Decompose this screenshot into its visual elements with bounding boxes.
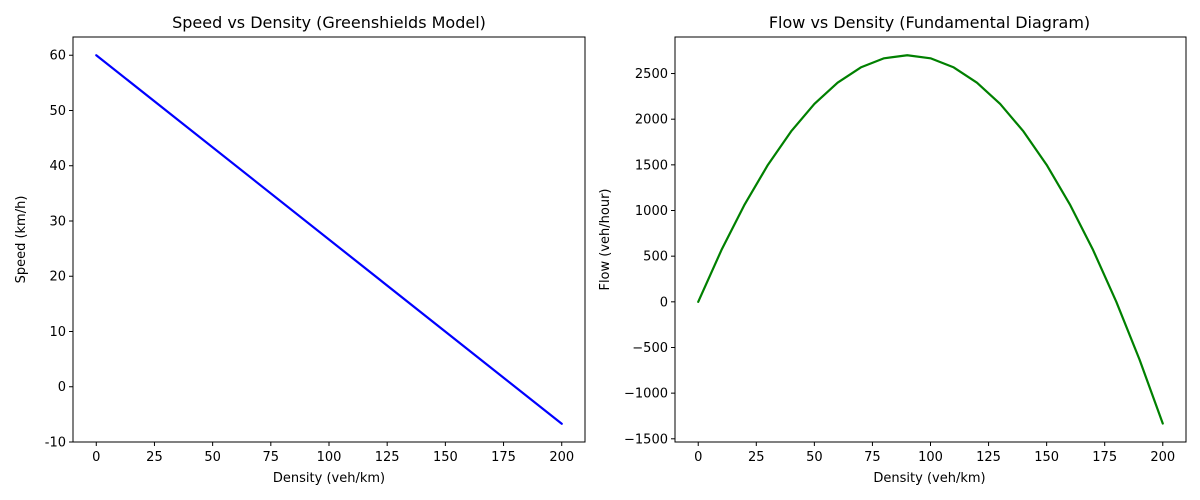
y-tick-label: 40 xyxy=(49,159,66,174)
plot-frame xyxy=(72,36,586,443)
y-tick-label: 2000 xyxy=(635,113,668,128)
y-tick-label: 500 xyxy=(643,250,668,265)
y-tick-label: 10 xyxy=(49,325,66,340)
y-tick-label: −500 xyxy=(632,341,668,356)
x-tick-label: 150 xyxy=(433,450,458,465)
y-tick-label: 50 xyxy=(49,104,66,119)
x-tick-label: 75 xyxy=(864,450,881,465)
x-tick-label: 75 xyxy=(263,450,280,465)
y-tick-label: 0 xyxy=(660,295,668,310)
x-tick-label: 200 xyxy=(1150,450,1175,465)
x-tick-label: 125 xyxy=(375,450,400,465)
y-axis-label: Flow (veh/hour) xyxy=(598,188,613,290)
x-tick-label: 150 xyxy=(1034,450,1059,465)
x-tick-label: 100 xyxy=(918,450,943,465)
y-tick-label: 60 xyxy=(49,49,66,64)
plot-frame xyxy=(674,36,1187,443)
chart-title: Speed vs Density (Greenshields Model) xyxy=(172,13,486,32)
x-tick-label: 125 xyxy=(976,450,1001,465)
speed-density-chart: Speed vs Density (Greenshields Model) 0 2… xyxy=(14,13,586,486)
x-tick-label: 50 xyxy=(806,450,823,465)
y-tick-label: -10 xyxy=(45,436,66,451)
tick-group: 0 25 50 75 100 125 150 175 200 -10 0 10 20 30 40 50 60 xyxy=(45,49,574,465)
chart-title: Flow vs Density (Fundamental Diagram) xyxy=(769,13,1090,32)
y-tick-label: 1000 xyxy=(635,204,668,219)
series-group xyxy=(697,54,1164,425)
x-axis-label: Density (veh/km) xyxy=(273,471,385,486)
x-tick-label: 50 xyxy=(204,450,221,465)
y-axis-label: Speed (km/h) xyxy=(14,196,29,284)
y-tick-label: −1500 xyxy=(624,432,668,447)
x-tick-label: 175 xyxy=(1092,450,1117,465)
series-group xyxy=(95,54,563,425)
x-tick-label: 25 xyxy=(146,450,163,465)
x-tick-label: 175 xyxy=(491,450,516,465)
x-tick-label: 100 xyxy=(317,450,342,465)
x-tick-label: 0 xyxy=(92,450,100,465)
y-tick-label: −1000 xyxy=(624,387,668,402)
flow-density-chart: Flow vs Density (Fundamental Diagram) 0 2… xyxy=(598,13,1187,486)
y-tick-label: 30 xyxy=(49,214,66,229)
x-axis-label: Density (veh/km) xyxy=(873,471,985,486)
x-tick-label: 0 xyxy=(694,450,702,465)
x-tick-label: 200 xyxy=(549,450,574,465)
y-tick-label: 0 xyxy=(58,380,66,395)
series-line xyxy=(697,54,1164,425)
y-tick-label: 20 xyxy=(49,270,66,285)
x-tick-label: 25 xyxy=(748,450,765,465)
y-tick-label: 1500 xyxy=(635,158,668,173)
series-line xyxy=(95,54,563,425)
y-tick-label: 2500 xyxy=(635,67,668,82)
tick-group: 0 25 50 75 100 125 150 175 200 −1500 −1000 −500 0 500… xyxy=(624,67,1175,465)
